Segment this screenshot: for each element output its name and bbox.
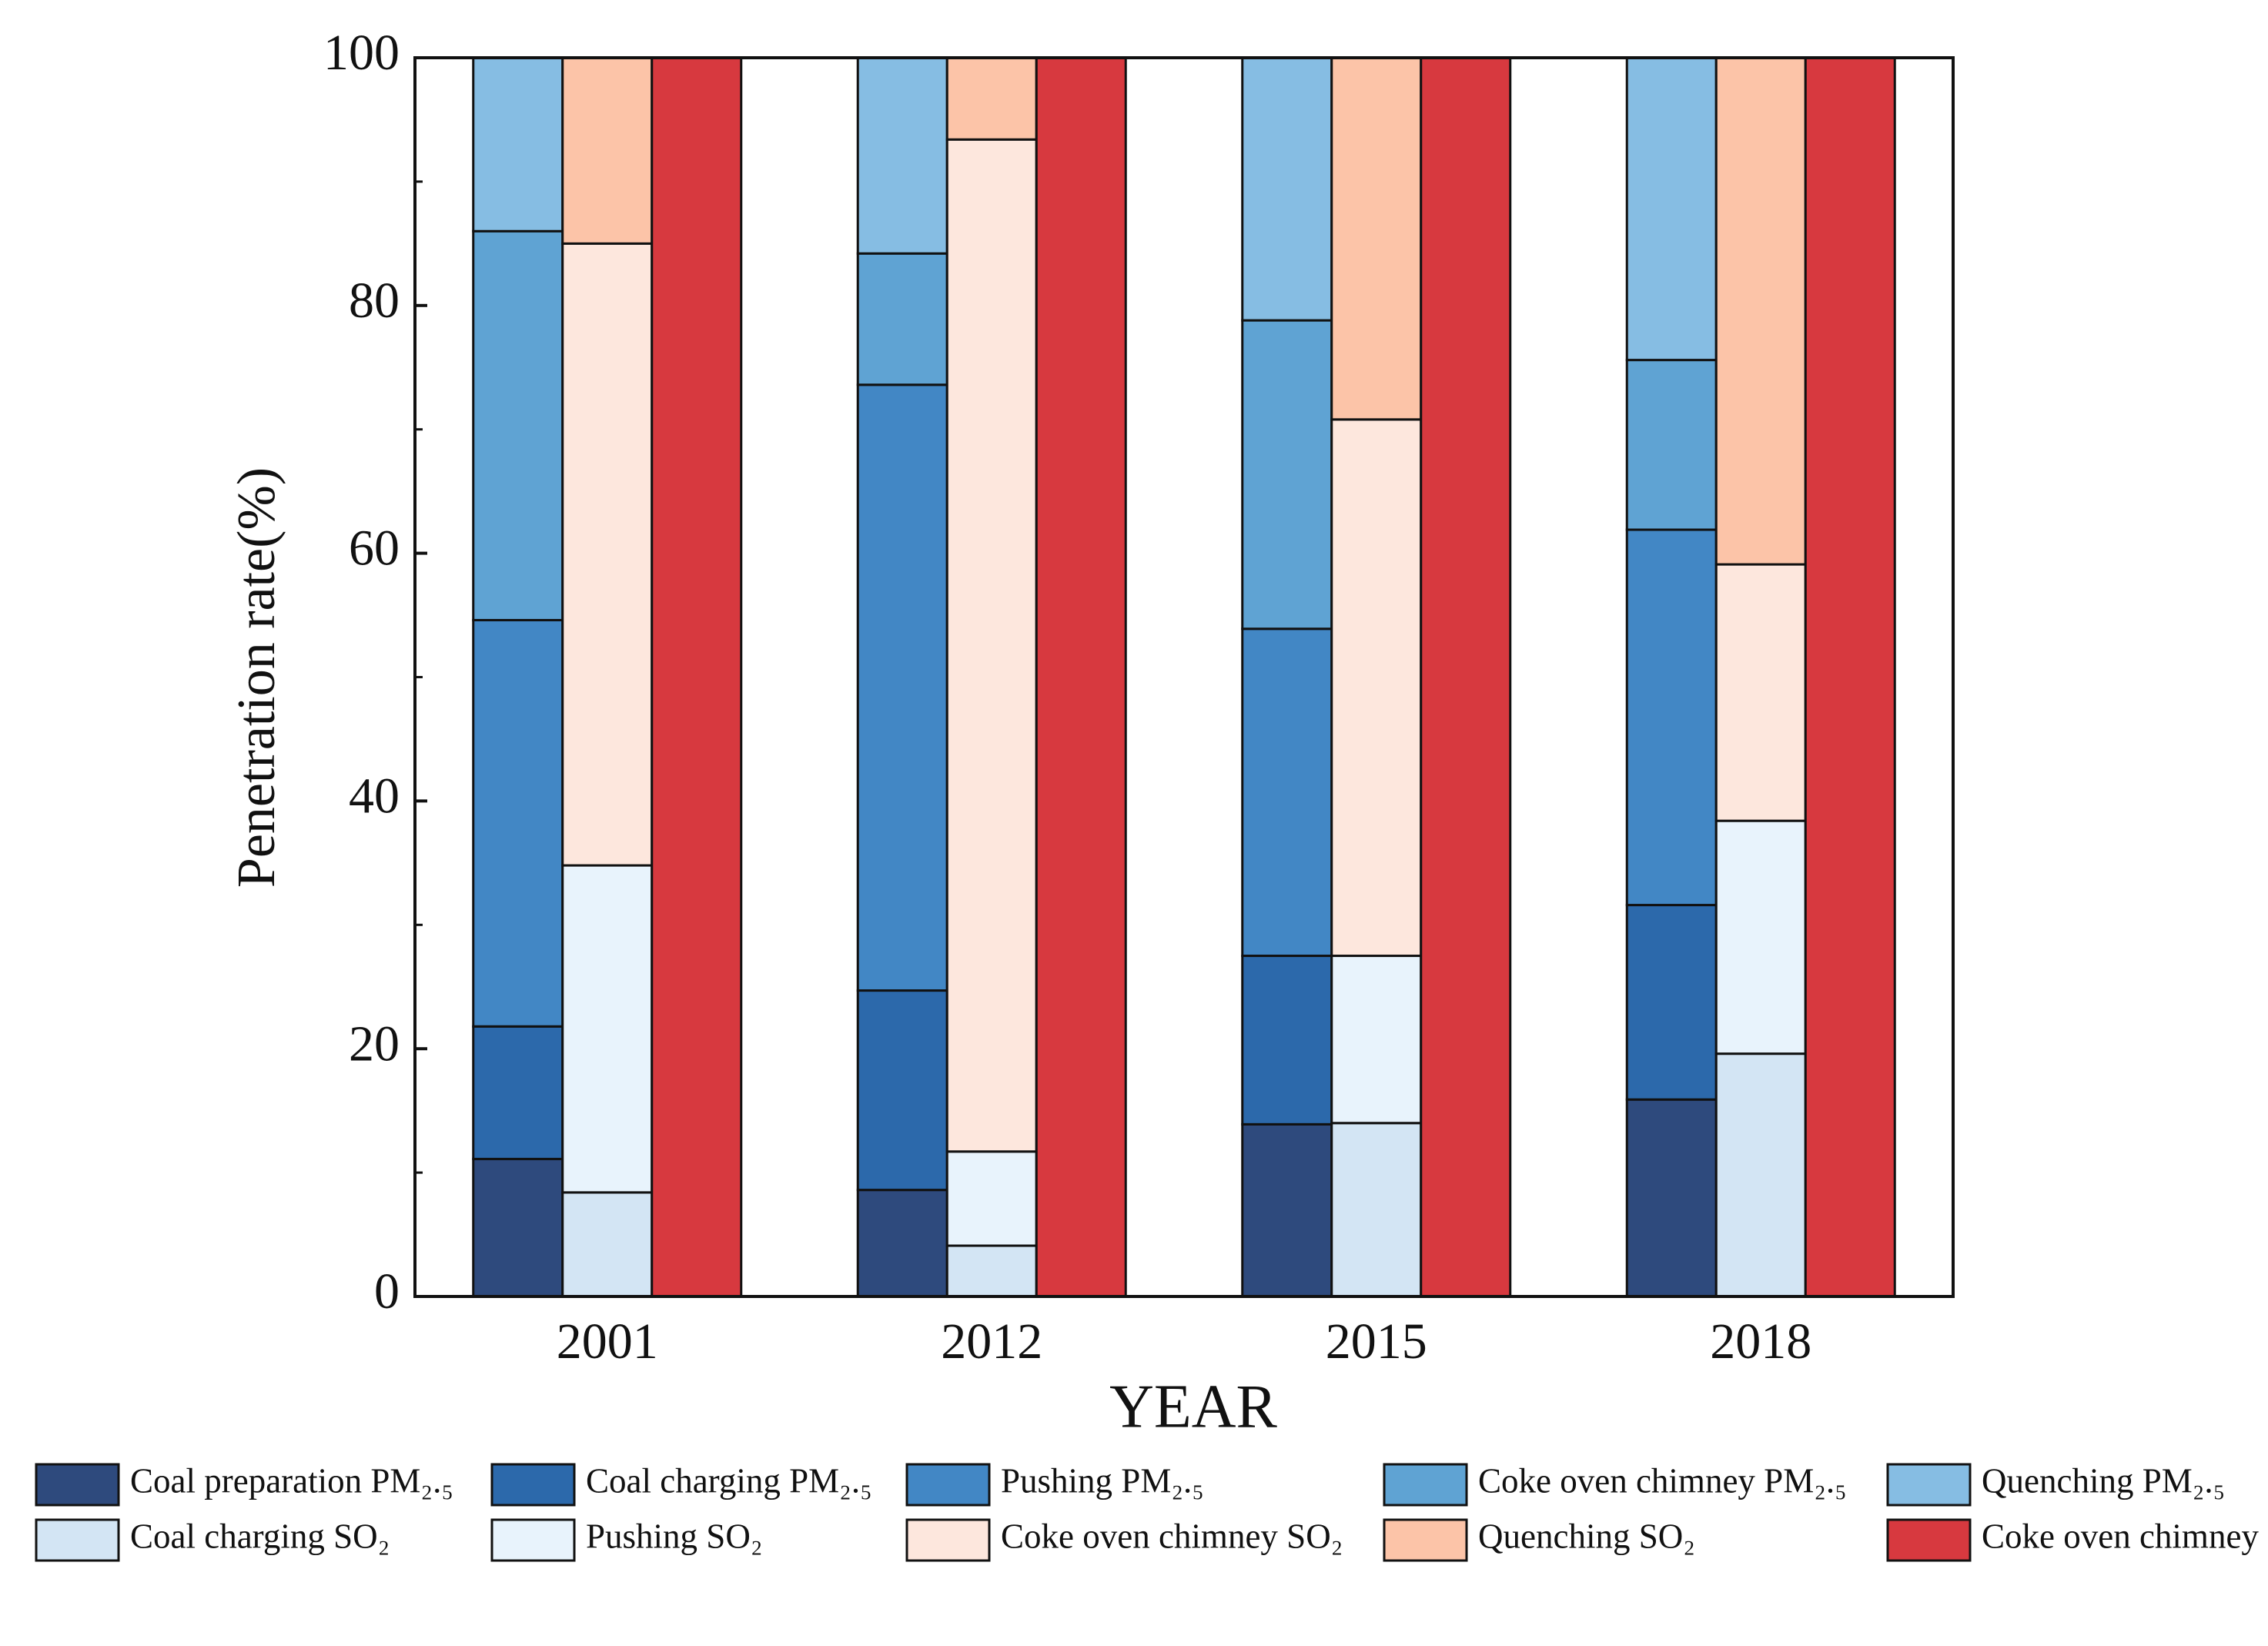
x-tick-label: 2018 xyxy=(1710,1313,1811,1370)
bar-segment xyxy=(1625,528,1718,907)
bar-segment xyxy=(1241,56,1333,322)
bar-segment xyxy=(856,56,948,255)
legend-label: Coke oven chimney SO₂ xyxy=(1001,1517,1343,1555)
bar-segment xyxy=(945,56,1038,141)
legend-swatch xyxy=(35,1463,120,1507)
y-tick-label: 20 xyxy=(349,1015,400,1072)
y-tick-label: 0 xyxy=(374,1263,400,1320)
x-tick-label: 2012 xyxy=(941,1313,1042,1370)
bar-segment xyxy=(945,1244,1038,1298)
legend-label: Coal charging PM₂.₅ xyxy=(586,1461,872,1500)
bar-segment xyxy=(1625,359,1718,531)
bar-segment xyxy=(945,138,1038,1153)
bar-segment xyxy=(1035,56,1127,1298)
bar-segment xyxy=(856,989,948,1192)
bar-segment xyxy=(1241,1122,1333,1298)
legend-label: Quenching PM₂.₅ xyxy=(1982,1461,2225,1500)
bar-segment xyxy=(1330,56,1423,421)
bar-segment xyxy=(1330,1122,1423,1298)
x-tick-label: 2015 xyxy=(1326,1313,1427,1370)
legend-swatch xyxy=(490,1518,576,1562)
bar-segment xyxy=(472,1157,564,1298)
bar-segment xyxy=(945,1150,1038,1247)
bar-segment xyxy=(856,252,948,386)
y-axis-title: Penetration rate(%) xyxy=(227,467,286,888)
legend-swatch xyxy=(905,1463,991,1507)
legend-swatch xyxy=(35,1518,120,1562)
bar-segment xyxy=(561,56,654,245)
bar-segment xyxy=(1625,56,1718,362)
bar-segment xyxy=(651,56,743,1298)
bar-segment xyxy=(1714,56,1807,566)
bar-segment xyxy=(856,1189,948,1298)
y-tick-label: 40 xyxy=(349,768,400,825)
bar-segment xyxy=(1625,1098,1718,1298)
bar-segment xyxy=(1714,1052,1807,1298)
bar-segment xyxy=(1714,819,1807,1056)
y-tick-label: 60 xyxy=(349,520,400,577)
bar-segment xyxy=(561,864,654,1194)
x-tick-label: 2001 xyxy=(557,1313,658,1370)
legend-swatch xyxy=(1886,1463,1972,1507)
legend-swatch xyxy=(1383,1518,1468,1562)
bar-segment xyxy=(1420,56,1512,1298)
legend-label: Quenching SO₂ xyxy=(1478,1517,1695,1555)
bar-segment xyxy=(1625,904,1718,1101)
bar-segment xyxy=(1714,563,1807,822)
legend-label: Coke oven chimney NOₓ xyxy=(1982,1517,2268,1555)
legend-label: Coal preparation PM₂.₅ xyxy=(130,1461,453,1500)
bar-segment xyxy=(1804,56,1896,1298)
bar-segment xyxy=(561,242,654,867)
legend-swatch xyxy=(490,1463,576,1507)
legend-label: Coke oven chimney PM₂.₅ xyxy=(1478,1461,1847,1500)
bar-segment xyxy=(472,229,564,621)
bar-segment xyxy=(472,56,564,233)
bar-segment xyxy=(472,1025,564,1160)
bar-segment xyxy=(1241,627,1333,958)
legend-swatch xyxy=(1383,1463,1468,1507)
bar-segment xyxy=(1241,955,1333,1126)
bar-segment xyxy=(561,1191,654,1298)
legend-label: Pushing PM₂.₅ xyxy=(1001,1461,1204,1500)
bar-segment xyxy=(472,618,564,1028)
bar-segment xyxy=(856,383,948,992)
bar-segment xyxy=(1330,955,1423,1125)
legend-swatch xyxy=(1886,1518,1972,1562)
y-tick-label: 80 xyxy=(349,273,400,329)
bar-segment xyxy=(1241,319,1333,631)
y-tick-label: 100 xyxy=(323,25,400,81)
x-axis-title: YEAR xyxy=(1109,1373,1277,1440)
bar-segment xyxy=(1330,418,1423,958)
legend-swatch xyxy=(905,1518,991,1562)
legend-label: Coal charging SO₂ xyxy=(130,1517,390,1555)
legend-label: Pushing SO₂ xyxy=(586,1517,763,1555)
